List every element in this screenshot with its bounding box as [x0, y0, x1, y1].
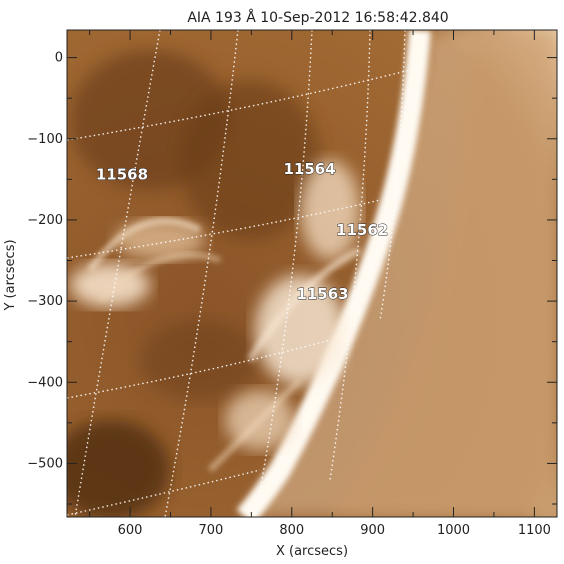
y-tick-label: 0	[55, 51, 63, 66]
axis-ticks: 600 700 800 900 1000 1100 0 −100 −200 −300 −400 −50…	[27, 30, 557, 538]
x-tick-label: 800	[279, 523, 304, 538]
active-region-label: 11563	[296, 285, 348, 303]
x-tick-label: 1100	[518, 523, 551, 538]
y-tick-label: −500	[27, 456, 63, 471]
active-region-label: 11568	[96, 166, 148, 184]
y-tick-label: −300	[27, 294, 63, 309]
heliographic-grid	[67, 30, 411, 517]
y-tick-label: −400	[27, 375, 63, 390]
solar-image	[67, 30, 557, 517]
image-title: AIA 193 Å 10-Sep-2012 16:58:42.840	[187, 9, 448, 26]
active-region-label: 11564	[283, 160, 335, 178]
x-axis-label: X (arcsecs)	[276, 544, 348, 559]
x-tick-label: 900	[360, 523, 385, 538]
y-axis-label: Y (arcsecs)	[3, 239, 18, 311]
x-tick-label: 700	[199, 523, 224, 538]
x-tick-label: 600	[118, 523, 143, 538]
active-region-label: 11562	[336, 221, 388, 239]
y-tick-label: −200	[27, 213, 63, 228]
y-tick-label: −100	[27, 132, 63, 147]
x-tick-label: 1000	[437, 523, 470, 538]
plot-frame	[66, 29, 558, 518]
active-region-labels: 11568 11564 11562 11563	[95, 160, 388, 304]
